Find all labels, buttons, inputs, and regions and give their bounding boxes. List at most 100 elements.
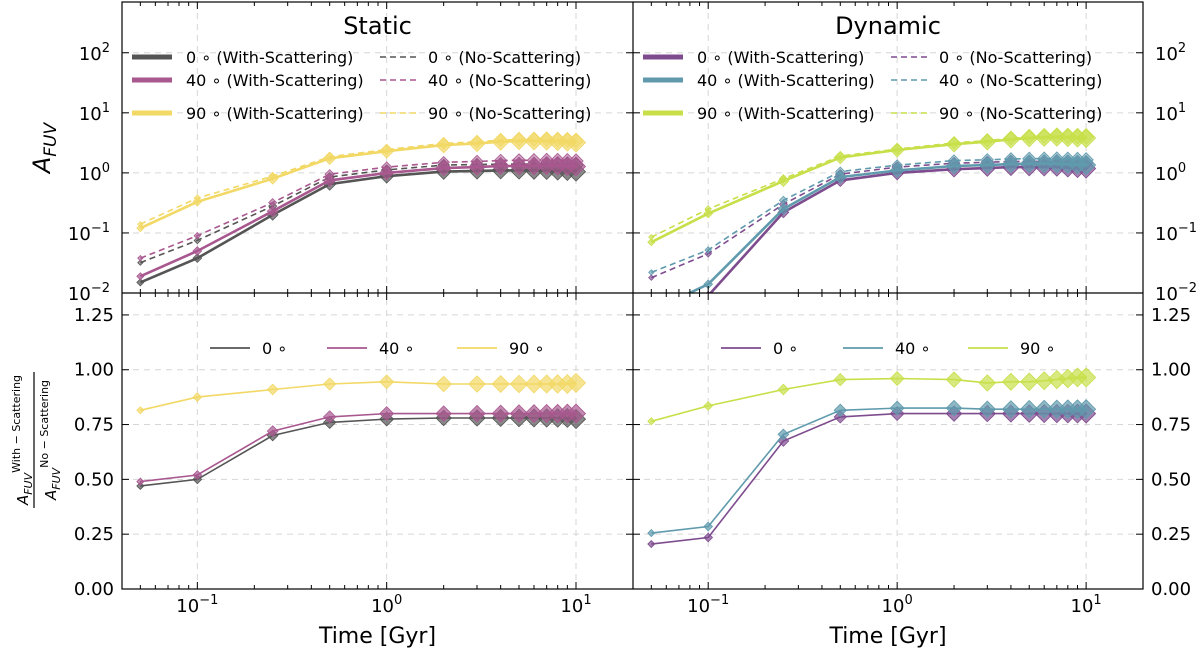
dynamic-with-scattering-90-point — [978, 133, 997, 151]
y-tick-label-exp: 2 — [1178, 41, 1186, 56]
dynamic-ratio-40-point — [1034, 399, 1054, 419]
x-tick-label-base: 10 — [882, 596, 905, 617]
dynamic-bottom-series — [647, 367, 1097, 549]
x-tick-label: 101 — [560, 593, 591, 617]
y-tick-label-top: 10−2 — [1155, 281, 1197, 305]
x-axis-label: Time [Gyr] — [318, 624, 436, 649]
dynamic-ratio-40-point — [647, 529, 656, 538]
dynamic-ratio-40-point — [833, 403, 847, 417]
legend-label: 40 ∘ — [379, 339, 414, 358]
dynamic-with-scattering-90-point — [703, 208, 714, 219]
static-no-scattering-40-line — [140, 159, 577, 259]
y-tick-label-base: 10 — [1155, 224, 1178, 245]
legend-label: 0 ∘ (With-Scattering) — [186, 48, 353, 67]
legend-label: 0 ∘ (With-Scattering) — [697, 48, 864, 67]
static-with-scattering-90-point — [192, 196, 203, 207]
dynamic-with-scattering-90-point — [889, 142, 905, 158]
static-with-scattering-90-point — [435, 136, 452, 154]
y-tick-label-base: 10 — [79, 164, 102, 185]
x-tick-label-base: 10 — [687, 596, 710, 617]
y-tick-label-bottom: 1.00 — [1151, 360, 1191, 381]
dynamic-no-scattering-90-line — [650, 135, 1087, 238]
dynamic-ratio-40-point — [889, 400, 905, 416]
x-tick-label: 10−1 — [687, 593, 729, 617]
dynamic-with-scattering-90-point — [647, 238, 656, 247]
static-legend-top-entry: 0 ∘ (With-Scattering) — [132, 48, 353, 67]
static-with-scattering-90-point — [491, 132, 510, 151]
y-tick-label-bottom: 0.75 — [1151, 415, 1191, 436]
dynamic-ratio-40-point — [777, 428, 790, 441]
static-ratio-40-point — [491, 404, 510, 423]
y-tick-label-top: 10−1 — [68, 221, 110, 245]
y-tick-label-bottom: 0.50 — [74, 469, 114, 490]
static-with-scattering-90-line — [139, 139, 577, 230]
static-no-scattering-0-point — [193, 236, 202, 245]
dynamic-ratio-40-point — [945, 399, 963, 417]
static-ratio-90-line — [140, 380, 577, 412]
legend-label: 90 ∘ (No-Scattering) — [939, 104, 1102, 123]
dynamic-ratio-40-point — [1076, 399, 1097, 420]
static-with-scattering-40-point — [468, 158, 486, 176]
legend-label: 0 ∘ — [262, 339, 287, 358]
static-with-scattering-0-point — [192, 253, 203, 264]
dynamic-ratio-40-point — [703, 521, 714, 532]
static-legend-top-entry: 40 ∘ (With-Scattering) — [132, 71, 364, 90]
static-ratio-40-point — [565, 403, 587, 424]
legend-label: 90 ∘ — [509, 339, 544, 358]
y-tick-label-bottom: 0.25 — [1151, 524, 1191, 545]
y-tick-label-bottom: 0.50 — [1151, 469, 1191, 490]
dynamic-with-scattering-40-point — [648, 308, 655, 315]
y-tick-label-base: 10 — [1155, 284, 1178, 305]
dynamic-legend-top-entry: 40 ∘ (No-Scattering) — [891, 71, 1102, 90]
static-legend-bottom-entry: 40 ∘ — [327, 339, 414, 358]
y-tick-label-top: 101 — [1155, 101, 1186, 125]
dynamic-with-scattering-40-point — [1001, 155, 1020, 174]
static-with-scattering-90-point — [379, 143, 395, 159]
dynamic-with-scattering-90-point — [777, 175, 790, 187]
y-tick-label-bottom: 0.75 — [74, 415, 114, 436]
dynamic-legend-top-entry: 0 ∘ (With-Scattering) — [643, 48, 864, 67]
legend-label: 90 ∘ (With-Scattering) — [186, 104, 364, 123]
legend-label: 0 ∘ — [773, 339, 798, 358]
dynamic-with-scattering-40-line — [686, 162, 1087, 293]
dynamic-panel-title: Dynamic — [835, 12, 941, 40]
dynamic-ratio-90-point — [1001, 372, 1020, 391]
y-tick-label-top: 10−2 — [68, 281, 110, 305]
x-tick-label-exp: 0 — [904, 593, 912, 608]
static-with-scattering-90-point — [136, 224, 145, 233]
y-tick-label-base: 10 — [1155, 164, 1178, 185]
y-tick-label-base: 10 — [68, 284, 91, 305]
x-tick-label-base: 10 — [560, 596, 583, 617]
y-tick-label-exp: −2 — [91, 281, 110, 296]
legend-layer: 0 ∘ (With-Scattering) 0 ∘ (No-Scattering)… — [132, 48, 1102, 358]
static-with-scattering-40-point — [565, 156, 587, 177]
y-tick-label-bottom: 0.25 — [74, 524, 114, 545]
static-with-scattering-40-point — [379, 165, 395, 181]
static-with-scattering-90-point — [565, 132, 587, 153]
x-tick-label: 10−1 — [176, 593, 218, 617]
legend-label: 0 ∘ (No-Scattering) — [428, 48, 581, 67]
dynamic-ratio-0-point — [703, 532, 714, 543]
y-tick-label-bottom: 0.00 — [1151, 579, 1191, 600]
dynamic-legend-top-entry: 40 ∘ (With-Scattering) — [643, 71, 875, 90]
x-tick-label-exp: 1 — [583, 593, 591, 608]
dynamic-with-scattering-90-line — [650, 135, 1087, 244]
dynamic-with-scattering-90-point — [1001, 130, 1020, 149]
x-tick-label: 100 — [882, 593, 913, 617]
x-tick-label: 101 — [1071, 593, 1102, 617]
x-tick-label-exp: −1 — [199, 593, 218, 608]
dynamic-no-scattering-40-point — [648, 269, 655, 276]
x-tick-label-base: 10 — [176, 596, 199, 617]
y-tick-label-top: 102 — [79, 41, 110, 65]
static-ratio-40-point — [192, 470, 203, 480]
static-bottom-series — [136, 372, 587, 491]
legend-label: 40 ∘ (No-Scattering) — [939, 71, 1102, 90]
legend-label: 90 ∘ (With-Scattering) — [697, 104, 875, 123]
y-axis-label-sub: FUV — [41, 121, 61, 156]
static-legend-top-entry: 90 ∘ (With-Scattering) — [132, 104, 364, 123]
dynamic-ratio-90-point — [945, 371, 963, 388]
static-with-scattering-40-point — [192, 246, 203, 256]
y-tick-label-top: 102 — [1155, 41, 1186, 65]
y-tick-label-base: 10 — [68, 224, 91, 245]
